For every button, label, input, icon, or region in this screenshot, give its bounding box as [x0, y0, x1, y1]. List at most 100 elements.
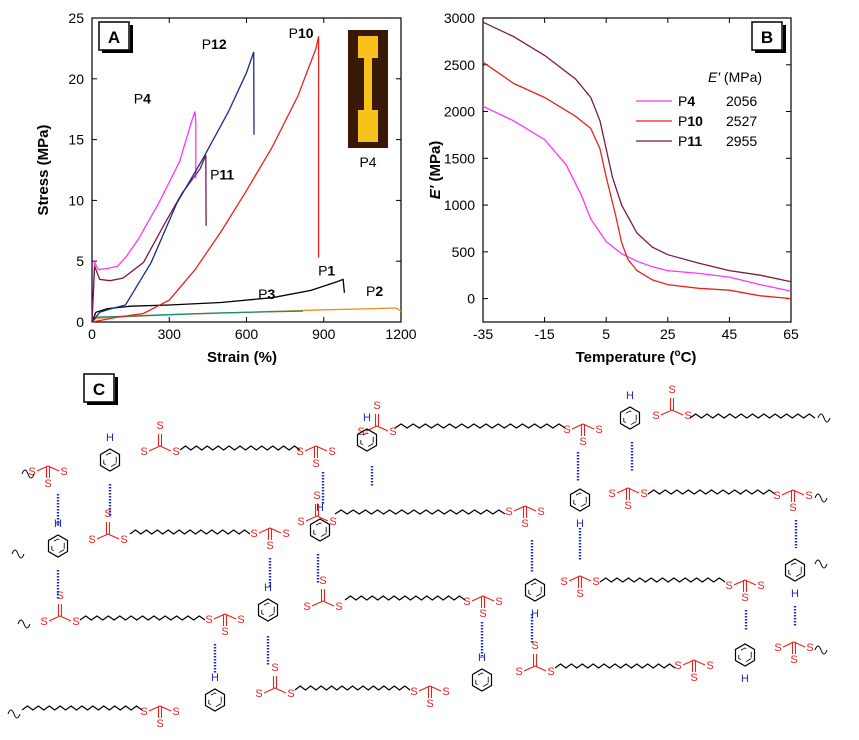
thio-bond: [682, 659, 706, 666]
sulfur-atom: S: [741, 592, 748, 604]
thio-bond: [782, 641, 806, 648]
x-tick-label-a: 300: [158, 326, 182, 342]
y-tick-label-b: 0: [467, 291, 475, 307]
benzene-ring: [257, 598, 279, 622]
sulfur-atom: S: [521, 518, 528, 530]
sulfur-atom: S: [531, 640, 538, 652]
sulfur-atom: S: [297, 516, 304, 528]
sulfur-atom: S: [640, 488, 647, 500]
panel-label-b: B: [761, 28, 773, 47]
sulfur-atom: S: [335, 601, 342, 613]
legend-name-p10: P10: [678, 113, 703, 129]
series-label-p12: P12: [202, 36, 227, 52]
sulfur-atom: S: [608, 488, 615, 500]
series-line-p10: [91, 36, 320, 323]
thio-bond: [96, 533, 120, 540]
hydrogen-atom: H: [741, 673, 749, 685]
sulfur-atom: S: [72, 616, 79, 628]
thio-bond: [471, 595, 495, 602]
benzene-ring: [784, 558, 806, 582]
thio-bond: [568, 575, 592, 582]
sulfur-atom: S: [515, 666, 522, 678]
hydrogen-atom: H: [791, 588, 799, 600]
x-tick-label-a: 0: [88, 326, 96, 342]
hydrogen-atom: H: [478, 652, 486, 664]
sulfur-atom: S: [313, 490, 320, 502]
aromatic-bond: [475, 672, 489, 688]
axis-ticks-a: 0 300 600 900 1200 0 5 10 15 20 25: [68, 10, 416, 342]
aromatic-bond: [51, 538, 65, 554]
dogbone-specimen-icon: [358, 36, 378, 142]
sulfur-atom: S: [205, 614, 212, 626]
chain-continuation: [7, 709, 21, 719]
y-tick-label-a: 20: [68, 71, 84, 87]
y-tick-label-b: 1000: [444, 197, 475, 213]
y-tick-label-a: 0: [76, 314, 84, 330]
hydrogen-atom: H: [576, 518, 584, 530]
benzene-ring: [99, 448, 121, 472]
sulfur-atom: S: [140, 446, 147, 458]
series-label-p3: P3: [258, 286, 275, 302]
panel-label-box-c: [83, 373, 115, 403]
thio-bond: [48, 615, 72, 622]
aromatic-bond: [313, 522, 327, 538]
sulfur-atom: S: [463, 596, 470, 608]
thio-bond: [571, 423, 595, 430]
hydrogen-atom: H: [363, 412, 371, 424]
series-label-p10: P10: [289, 25, 314, 41]
alkyl-chain: [79, 615, 206, 621]
y-axis-label-a: Stress (MPa): [35, 125, 52, 216]
sulfur-atom: S: [563, 424, 570, 436]
sulfur-atom: S: [624, 500, 631, 512]
chain-continuation: [17, 619, 31, 629]
sulfur-atom: S: [579, 436, 586, 448]
series-line-p11: [91, 155, 207, 323]
thio-bond: [523, 665, 547, 672]
y-tick-label-b: 1500: [444, 150, 475, 166]
thio-bond: [418, 685, 442, 692]
sulfur-atom: S: [329, 516, 336, 528]
thio-bond: [781, 489, 805, 496]
y-axis-label-b: E' (MPa): [427, 141, 444, 200]
hydrogen-atom: H: [531, 608, 539, 620]
hydrogen-atom: H: [316, 502, 324, 514]
sulfur-atom: S: [806, 642, 813, 654]
sulfur-atom: S: [595, 424, 602, 436]
sulfur-atom: S: [60, 466, 67, 478]
sulfur-atom: S: [319, 575, 326, 587]
chain-continuation: [11, 549, 25, 559]
series-line-p4: [91, 111, 197, 323]
storage-modulus-chart: -35 -15 5 25 45 65 0 500 1000 1500 2000 2500 3000 Te…: [427, 10, 799, 366]
x-tick-label-a: 900: [312, 326, 336, 342]
series-label-p1: P1: [318, 262, 335, 278]
benzene-ring: [47, 534, 69, 558]
series-line-p10: [482, 61, 792, 300]
plot-frame-b: [482, 17, 792, 323]
legend-value-p4: 2056: [726, 93, 757, 109]
x-axis-label-b: Temperature (oC): [576, 348, 697, 366]
alkyl-chain: [689, 413, 816, 419]
y-tick-label-b: 2500: [444, 57, 475, 73]
y-tick-label-a: 10: [68, 192, 84, 208]
legend-value-p11: 2955: [726, 133, 757, 149]
x-tick-label-b: 65: [783, 326, 799, 342]
sulfur-atom: S: [592, 576, 599, 588]
x-axis-label-a: Strain (%): [207, 349, 277, 366]
series-line-p11: [482, 21, 792, 283]
x-tick-label-a: 600: [235, 326, 259, 342]
benzene-ring: [471, 668, 493, 692]
sulfur-atom: S: [156, 420, 163, 432]
sulfur-atom: S: [303, 601, 310, 613]
sulfur-atom: S: [328, 446, 335, 458]
chain-continuation: [21, 469, 35, 479]
sulfur-atom: S: [120, 534, 127, 546]
sulfur-atom: S: [88, 534, 95, 546]
benzene-ring: [309, 518, 331, 542]
hydrogen-atom: H: [106, 432, 114, 444]
thio-bond: [660, 409, 684, 416]
thio-bond: [311, 600, 335, 607]
sulfur-atom: S: [774, 642, 781, 654]
sulfur-atom: S: [287, 688, 294, 700]
